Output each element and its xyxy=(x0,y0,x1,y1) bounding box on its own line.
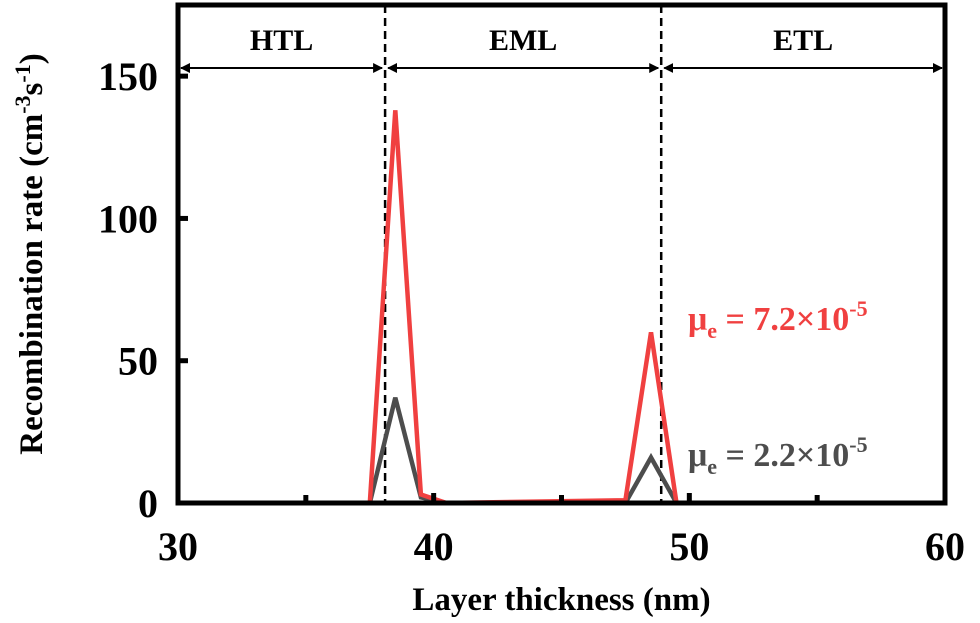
axis-labels: μe = 2.2×10-5μe = 7.2×10-530 40 50 60050100… xyxy=(10,53,965,618)
series-label-symbol: μ xyxy=(688,301,707,338)
y-tick-label: 0 xyxy=(138,481,158,526)
series-label-exponent: -5 xyxy=(849,296,867,321)
y-axis-title: Recombination rate (cm-3s-1) xyxy=(10,53,50,454)
plot-area: HTL EML ETL xyxy=(178,5,945,506)
y-tick-label: 100 xyxy=(98,196,158,241)
y-title-main: Recombination rate (cm xyxy=(14,114,50,455)
series-label-value: = 2.2×10 xyxy=(717,437,849,474)
plot-frame xyxy=(175,2,948,506)
plot-border xyxy=(175,2,948,506)
y-title-mid: s xyxy=(14,82,50,95)
y-title-sup2: -1 xyxy=(10,64,35,82)
series-label-2: μe = 7.2×10-5 xyxy=(688,296,868,343)
x-tick-label: 50 xyxy=(669,524,709,569)
series-label-exponent: -5 xyxy=(849,432,867,457)
region-label-eml: EML xyxy=(489,24,557,57)
y-tick-label: 50 xyxy=(118,339,158,384)
y-title-end: ) xyxy=(14,53,50,64)
x-tick-label: 30 xyxy=(158,524,198,569)
y-title-sup1: -3 xyxy=(10,95,35,113)
x-tick-label: 60 xyxy=(925,524,965,569)
series-label-1: μe = 2.2×10-5 xyxy=(688,432,868,479)
series-label-value: = 7.2×10 xyxy=(717,301,849,338)
y-tick-label: 150 xyxy=(98,54,158,99)
region-label-htl: HTL xyxy=(250,24,313,57)
series-label-subscript: e xyxy=(707,454,717,479)
x-tick-label: 40 xyxy=(414,524,454,569)
x-axis-title: Layer thickness (nm) xyxy=(412,582,710,618)
series-label-symbol: μ xyxy=(688,437,707,474)
region-label-etl: ETL xyxy=(773,24,833,57)
series-label-subscript: e xyxy=(707,318,717,343)
